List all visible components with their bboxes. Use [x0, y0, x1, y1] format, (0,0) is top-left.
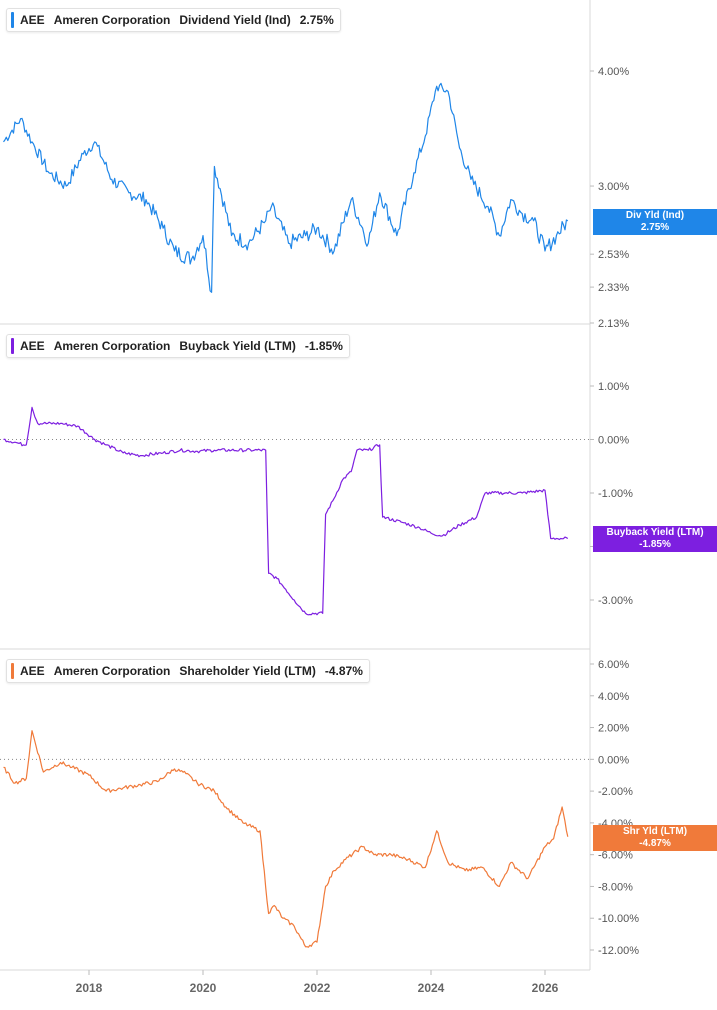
legend-company: Ameren Corporation: [53, 664, 171, 678]
legend-buyback: AEE Ameren Corporation Buyback Yield (LT…: [6, 334, 350, 358]
legend-ticker: AEE: [20, 339, 45, 353]
current-value-tag-shareholder: Shr Yld (LTM) -4.87%: [593, 825, 717, 851]
y-tick-label: -10.00%: [598, 913, 639, 925]
legend-company: Ameren Corporation: [53, 339, 171, 353]
y-tick-label: -6.00%: [598, 850, 633, 862]
x-tick-label: 2026: [532, 981, 559, 995]
tag-value: -1.85%: [639, 539, 671, 550]
x-tick-label: 2022: [304, 981, 331, 995]
y-tick-label: 6.00%: [598, 659, 629, 671]
series-swatch-buyback: [11, 338, 14, 354]
legend-metric: Shareholder Yield (LTM): [179, 664, 316, 678]
current-value-tag-buyback: Buyback Yield (LTM) -1.85%: [593, 526, 717, 552]
y-tick-label: 2.53%: [598, 249, 629, 261]
x-tick-label: 2020: [190, 981, 217, 995]
legend-ticker: AEE: [20, 664, 45, 678]
y-tick-label: 2.13%: [598, 318, 629, 330]
legend-metric: Buyback Yield (LTM): [179, 339, 296, 353]
y-tick-label: 0.00%: [598, 754, 629, 766]
series-swatch-shareholder: [11, 663, 14, 679]
x-tick-label: 2018: [76, 981, 103, 995]
tag-value: -4.87%: [639, 838, 671, 849]
legend-value: -4.87%: [324, 664, 363, 678]
y-tick-label: 0.00%: [598, 435, 629, 447]
current-value-tag-dividend: Div Yld (Ind) 2.75%: [593, 209, 717, 235]
y-tick-label: -3.00%: [598, 595, 633, 607]
y-tick-label: -1.00%: [598, 488, 633, 500]
legend-company: Ameren Corporation: [53, 13, 171, 27]
y-tick-label: -2.00%: [598, 786, 633, 798]
series-swatch-dividend: [11, 12, 14, 28]
y-tick-label: 2.00%: [598, 723, 629, 735]
tag-label: Shr Yld (LTM): [622, 826, 688, 837]
y-tick-label: 4.00%: [598, 691, 629, 703]
y-tick-label: 1.00%: [598, 381, 629, 393]
y-tick-label: 2.33%: [598, 282, 629, 294]
series-line-shareholder: [3, 730, 569, 948]
y-tick-label: 3.00%: [598, 181, 629, 193]
tag-value: 2.75%: [640, 222, 670, 233]
series-line-dividend: [3, 82, 569, 293]
legend-dividend: AEE Ameren Corporation Dividend Yield (I…: [6, 8, 341, 32]
y-tick-label: 4.00%: [598, 66, 629, 78]
series-line-buyback: [3, 406, 569, 616]
legend-shareholder: AEE Ameren Corporation Shareholder Yield…: [6, 659, 370, 683]
tag-label: Div Yld (Ind): [625, 210, 685, 221]
y-tick-label: -8.00%: [598, 881, 633, 893]
legend-metric: Dividend Yield (Ind): [179, 13, 291, 27]
legend-value: -1.85%: [304, 339, 343, 353]
legend-ticker: AEE: [20, 13, 45, 27]
tag-label: Buyback Yield (LTM): [606, 527, 704, 538]
legend-value: 2.75%: [299, 13, 334, 27]
y-tick-label: -12.00%: [598, 945, 639, 957]
x-tick-label: 2024: [418, 981, 445, 995]
